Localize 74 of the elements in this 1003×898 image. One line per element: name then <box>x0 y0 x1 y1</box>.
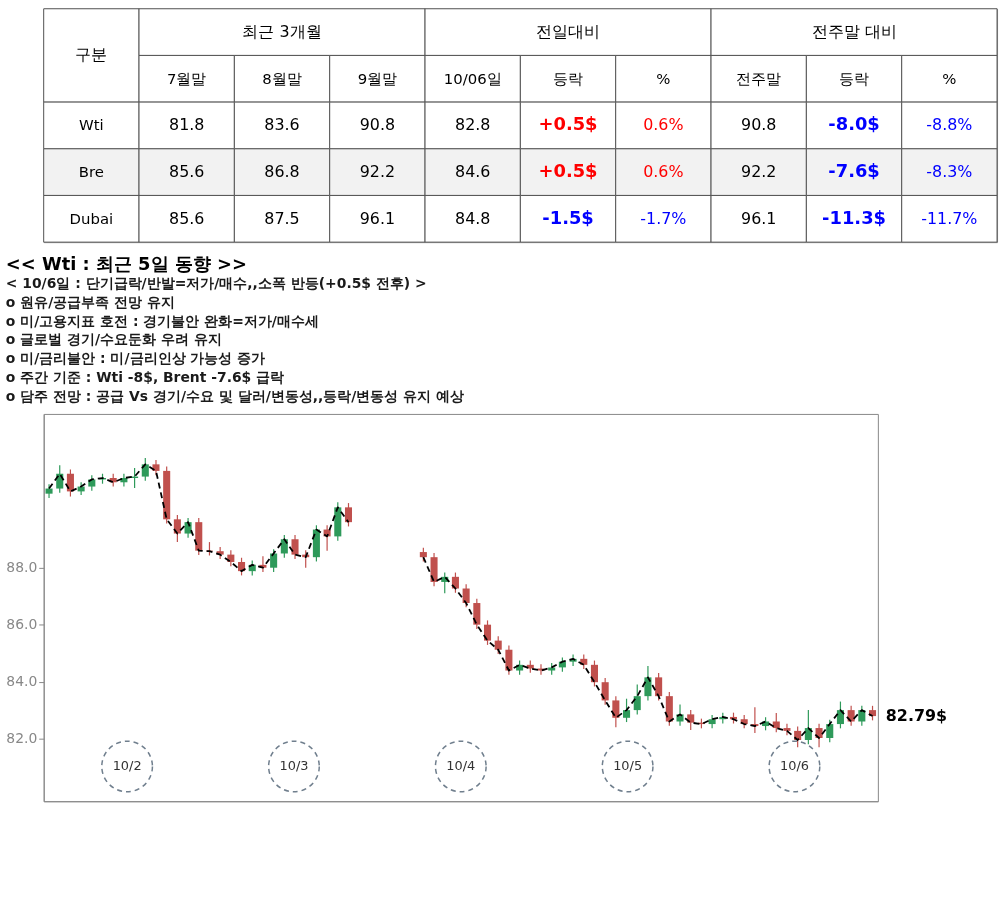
text: 83.6 <box>264 115 300 135</box>
text: -1.7% <box>640 208 687 228</box>
candlestick <box>772 712 780 733</box>
text: 85.6 <box>169 208 205 228</box>
y-tick-label: 82.0 <box>6 730 38 747</box>
text: -8.8% <box>926 115 973 135</box>
text: -8.0$ <box>828 113 880 135</box>
candlestick <box>291 534 299 560</box>
category-label: 등락 <box>553 69 584 88</box>
text: 0.6% <box>643 162 684 182</box>
candlestick <box>173 514 181 543</box>
text: -1.5$ <box>542 206 594 228</box>
text: 92.2 <box>741 162 777 182</box>
category-label: 등락 <box>839 69 870 88</box>
candlestick <box>473 598 481 630</box>
text: -7.6$ <box>828 160 880 182</box>
candlestick <box>655 672 663 702</box>
text: 90.8 <box>741 115 777 135</box>
candlestick <box>633 683 641 715</box>
y-tick-label: 86.0 <box>6 616 38 633</box>
candlestick <box>687 709 695 731</box>
text: -8.3% <box>926 162 973 182</box>
category-label: 9월말 <box>357 69 398 88</box>
y-tick-label: 88.0 <box>6 559 38 576</box>
text: 전주말 대비 <box>811 22 897 42</box>
candlestick <box>141 457 149 482</box>
candlestick <box>462 583 470 608</box>
text: 82.8 <box>455 115 491 135</box>
annotation: 10/4 <box>446 758 476 774</box>
candlestick <box>708 714 716 729</box>
text: 96.1 <box>741 208 777 228</box>
text: -11.3$ <box>822 206 886 228</box>
text: 85.6 <box>169 162 205 182</box>
category-label: Dubai <box>69 209 114 228</box>
text: 90.8 <box>359 115 396 135</box>
text: 82.79$ <box>885 706 948 726</box>
candlestick <box>505 644 513 676</box>
chart-subtitle: < 10/6일 : 단기급락/반발=저가/매수,,소폭 반등(+0.5$ 전후) > o 원유/공급부족 전망 유지 o 미/고용지표 호전 : 경기불안 완화=저가/매수세 o 글로벌 경기/수요둔화 우려 유지 o 미/금리불안 : 미/금리인상 가능성 증가 o 주간 기준 : Wti -8$, Brent -7.6$ 급락 o 담주 전망 : 공급 Vs 경기/수요 및 달러/변동성,,등락/변동성 유지 예상 <box>5 274 465 405</box>
text: 최근 3개월 <box>242 22 322 42</box>
candlestick <box>623 698 631 723</box>
text: +0.5$ <box>538 113 598 135</box>
candlestick <box>344 502 353 528</box>
candlestick <box>483 619 492 646</box>
annotation: 10/2 <box>112 758 142 774</box>
text: 구분 <box>75 45 108 65</box>
annotation: 10/6 <box>779 758 809 774</box>
text: 87.5 <box>264 208 300 228</box>
candlestick <box>612 695 620 728</box>
category-label: 전주말 <box>736 69 782 88</box>
category-label: % <box>942 69 957 88</box>
candlestick <box>45 483 53 499</box>
category-label: 7월말 <box>166 69 207 88</box>
category-label: 8월말 <box>262 69 302 88</box>
text: 86.8 <box>264 162 300 182</box>
text: 84.8 <box>455 208 491 228</box>
category-label: 10/06일 <box>443 69 502 88</box>
category-label: Wti <box>79 116 104 135</box>
text: 96.1 <box>359 208 396 228</box>
chart-title: << Wti : 최근 5일 동향 >> <box>5 252 247 274</box>
candlestick <box>783 723 791 736</box>
text: 92.2 <box>359 162 396 182</box>
text: 84.6 <box>455 162 491 182</box>
text: 81.8 <box>169 115 205 135</box>
annotation: 10/3 <box>279 758 309 774</box>
annotation: 10/5 <box>613 758 643 774</box>
text: +0.5$ <box>538 160 598 182</box>
text: 전일대비 <box>536 22 601 42</box>
category-label: % <box>656 69 671 88</box>
candlestick <box>644 665 652 702</box>
candlestick <box>601 677 609 706</box>
category-label: Bre <box>78 163 104 182</box>
y-tick-label: 84.0 <box>6 673 38 690</box>
text: -11.7% <box>921 208 978 228</box>
text: 0.6% <box>643 115 684 135</box>
